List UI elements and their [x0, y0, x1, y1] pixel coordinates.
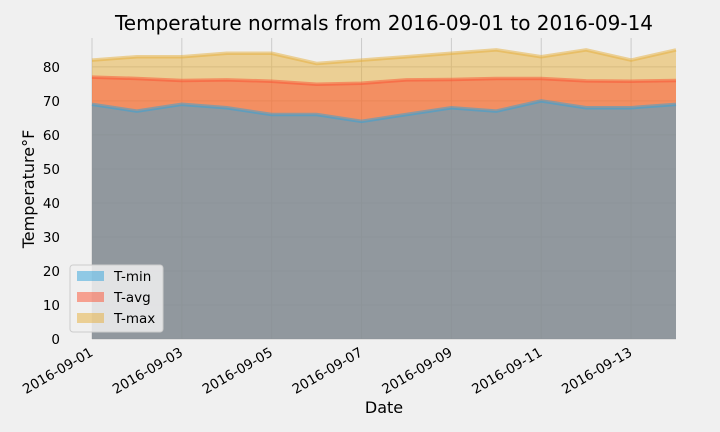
legend-label-t-avg: T-avg [113, 290, 151, 306]
legend-swatch-t-min [77, 271, 104, 281]
y-tick-label: 70 [43, 94, 60, 110]
x-axis-label: Date [365, 398, 403, 417]
legend-label-t-min: T-min [113, 269, 151, 285]
y-tick-label: 30 [43, 230, 60, 246]
y-tick-label: 20 [43, 264, 60, 280]
y-tick-label: 60 [43, 128, 60, 144]
legend-swatch-t-avg [77, 292, 104, 302]
y-axis-ticks: 0 10 20 30 40 50 60 70 80 [43, 60, 60, 348]
y-axis-label: Temperature°F [19, 130, 38, 250]
line-t-min [91, 99, 677, 124]
y-tick-label: 0 [51, 332, 60, 348]
legend: T-min T-avg T-max [69, 264, 164, 333]
chart-title: Temperature normals from 2016-09-01 to 2… [114, 11, 653, 35]
y-tick-label: 40 [43, 196, 60, 212]
legend-label-t-max: T-max [113, 311, 155, 327]
y-tick-label: 10 [43, 298, 60, 314]
line-t-max [91, 48, 677, 66]
y-tick-label: 50 [43, 162, 60, 178]
y-tick-label: 80 [43, 60, 60, 76]
plot-areas [91, 48, 677, 340]
line-t-avg [91, 75, 677, 87]
area-t-min [92, 100, 676, 340]
legend-swatch-t-max [77, 313, 104, 323]
